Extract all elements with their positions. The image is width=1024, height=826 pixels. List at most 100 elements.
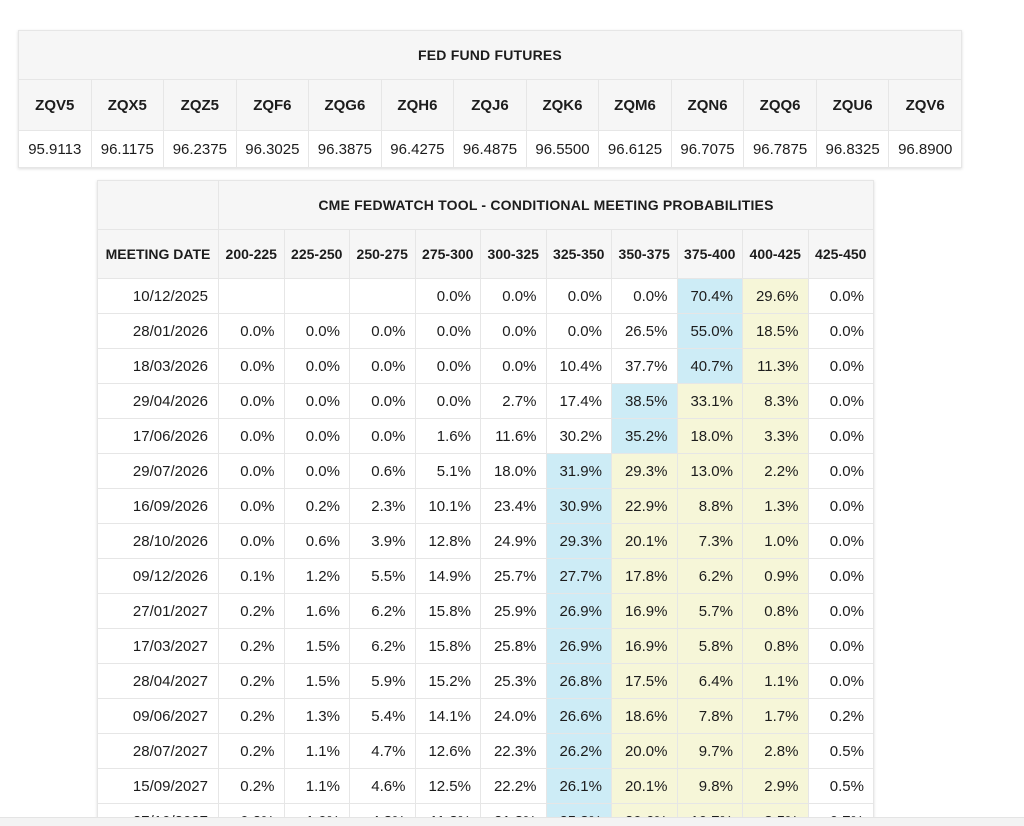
- probability-cell: 1.7%: [742, 698, 809, 734]
- fedwatch-meeting-row: 28/10/2026 0.0% 0.6% 3.9% 12.8% 24.9% 29.3% 20.…: [97, 523, 874, 559]
- probability-cell: 9.7%: [676, 733, 743, 769]
- fedwatch-meeting-row: 16/09/2026 0.0% 0.2% 2.3% 10.1% 23.4% 30.9% 22.…: [97, 488, 874, 524]
- futures-contract-header: ZQQ6: [743, 79, 817, 131]
- fedwatch-meeting-row: 09/06/2027 0.2% 1.3% 5.4% 14.1% 24.0% 26.6% 18.…: [97, 698, 874, 734]
- probability-cell: 0.0%: [545, 278, 612, 314]
- probability-cell: 0.5%: [807, 768, 874, 804]
- fedwatch-meeting-row: 18/03/2026 0.0% 0.0% 0.0% 0.0% 0.0% 10.4% 37.7%…: [97, 348, 874, 384]
- fedwatch-meeting-row: 09/12/2026 0.1% 1.2% 5.5% 14.9% 25.7% 27.7% 17.…: [97, 558, 874, 594]
- probability-cell: 5.7%: [676, 593, 743, 629]
- probability-cell: 26.5%: [611, 313, 678, 349]
- probability-cell: 0.0%: [807, 453, 874, 489]
- meeting-date-cell: 29/07/2026: [97, 453, 219, 489]
- probability-cell: 2.2%: [742, 453, 809, 489]
- futures-contract-header: ZQV6: [888, 79, 962, 131]
- probability-cell: 0.0%: [349, 348, 416, 384]
- probability-cell: 0.0%: [807, 558, 874, 594]
- probability-cell: 6.4%: [676, 663, 743, 699]
- futures-contract-header: ZQX5: [90, 79, 165, 131]
- probability-cell: 70.4%: [676, 278, 743, 314]
- fedwatch-header-row: MEETING DATE 200-225 225-250 250-275 275-30…: [97, 229, 874, 279]
- probability-cell: 0.0%: [283, 313, 350, 349]
- fedwatch-meeting-row: 28/07/2027 0.2% 1.1% 4.7% 12.6% 22.3% 26.2% 20.…: [97, 733, 874, 769]
- probability-cell: 24.9%: [480, 523, 547, 559]
- probability-cell: 1.6%: [414, 418, 481, 454]
- fedwatch-meeting-row: 10/12/2025 0.0% 0.0% 0.0% 0.0% 70.4% 29.6% 0.0%: [97, 278, 874, 314]
- meeting-date-cell: 28/10/2026: [97, 523, 219, 559]
- fedwatch-probabilities-table: CME FEDWATCH TOOL - CONDITIONAL MEETING …: [97, 180, 874, 826]
- meeting-date-cell: 16/09/2026: [97, 488, 219, 524]
- probability-cell: 7.8%: [676, 698, 743, 734]
- futures-price-cell: 96.3875: [308, 130, 382, 168]
- futures-title-row: FED FUND FUTURES: [18, 30, 962, 80]
- probability-cell: 22.2%: [480, 768, 547, 804]
- probability-cell: 12.5%: [414, 768, 481, 804]
- probability-cell: 30.2%: [545, 418, 612, 454]
- probability-cell: 0.0%: [807, 593, 874, 629]
- probability-cell: 0.6%: [283, 523, 350, 559]
- probability-cell: 22.3%: [480, 733, 547, 769]
- probability-cell: 16.9%: [611, 593, 678, 629]
- probability-cell: 18.0%: [480, 453, 547, 489]
- probability-cell: 2.7%: [480, 383, 547, 419]
- fedwatch-meeting-row: 17/06/2026 0.0% 0.0% 0.0% 1.6% 11.6% 30.2% 35.2…: [97, 418, 874, 454]
- probability-cell: 20.0%: [611, 733, 678, 769]
- fedwatch-meeting-row: 28/01/2026 0.0% 0.0% 0.0% 0.0% 0.0% 0.0% 26.5% 5…: [97, 313, 874, 349]
- probability-cell: 25.7%: [480, 558, 547, 594]
- probability-cell: 17.8%: [611, 558, 678, 594]
- fedwatch-meeting-row: 28/04/2027 0.2% 1.5% 5.9% 15.2% 25.3% 26.8% 17.…: [97, 663, 874, 699]
- futures-price-cell: 96.3025: [235, 130, 310, 168]
- probability-cell: 0.0%: [480, 278, 547, 314]
- probability-cell: 0.0%: [480, 313, 547, 349]
- futures-contract-header: ZQN6: [670, 79, 745, 131]
- probability-cell: 0.0%: [807, 488, 874, 524]
- probability-cell: 1.1%: [283, 733, 350, 769]
- probability-cell: 0.9%: [742, 558, 809, 594]
- probability-cell: 29.3%: [545, 523, 612, 559]
- futures-contract-header: ZQV5: [18, 79, 92, 131]
- probability-cell: 27.7%: [545, 558, 612, 594]
- probability-cell: 55.0%: [676, 313, 743, 349]
- rate-range-header: 200-225: [218, 229, 285, 279]
- futures-price-cell: 96.8900: [888, 130, 962, 168]
- probability-cell: 0.0%: [807, 348, 874, 384]
- probability-cell: 26.2%: [545, 733, 612, 769]
- probability-cell: 0.0%: [414, 383, 481, 419]
- rate-range-header: 225-250: [283, 229, 350, 279]
- meeting-date-cell: 09/06/2027: [97, 698, 219, 734]
- probability-cell: 26.9%: [545, 628, 612, 664]
- probability-cell: 0.0%: [414, 348, 481, 384]
- futures-contract-header: ZQU6: [815, 79, 890, 131]
- meeting-date-cell: 29/04/2026: [97, 383, 219, 419]
- probability-cell: 20.1%: [611, 523, 678, 559]
- futures-contract-header: ZQF6: [235, 79, 310, 131]
- fedwatch-meeting-row: 15/09/2027 0.2% 1.1% 4.6% 12.5% 22.2% 26.1% 20.…: [97, 768, 874, 804]
- futures-price-cell: 96.5500: [525, 130, 600, 168]
- probability-cell: 0.2%: [807, 698, 874, 734]
- fedwatch-meeting-row: 27/01/2027 0.2% 1.6% 6.2% 15.8% 25.9% 26.9% 16.…: [97, 593, 874, 629]
- probability-cell: 26.1%: [545, 768, 612, 804]
- futures-price-cell: 96.8325: [815, 130, 890, 168]
- probability-cell: 6.2%: [349, 593, 416, 629]
- probability-cell: 0.0%: [807, 383, 874, 419]
- probability-cell: 22.9%: [611, 488, 678, 524]
- fedwatch-meeting-row: 29/04/2026 0.0% 0.0% 0.0% 0.0% 2.7% 17.4% 38.5%…: [97, 383, 874, 419]
- probability-cell: 0.2%: [218, 663, 285, 699]
- rate-range-header: 425-450: [807, 229, 874, 279]
- meeting-date-cell: 18/03/2026: [97, 348, 219, 384]
- meeting-date-header: MEETING DATE: [97, 229, 219, 279]
- meeting-date-cell: 27/01/2027: [97, 593, 219, 629]
- rate-range-header: 325-350: [545, 229, 612, 279]
- probability-cell: 30.9%: [545, 488, 612, 524]
- probability-cell: 33.1%: [676, 383, 743, 419]
- meeting-date-cell: 28/04/2027: [97, 663, 219, 699]
- probability-cell: 6.2%: [676, 558, 743, 594]
- futures-values-row: 95.9113 96.1175 96.2375 96.3025 96.3875 96.42…: [18, 130, 962, 168]
- probability-cell: 0.0%: [349, 383, 416, 419]
- rate-range-header: 400-425: [742, 229, 809, 279]
- probability-cell: 1.5%: [283, 663, 350, 699]
- probability-cell: 23.4%: [480, 488, 547, 524]
- probability-cell: 0.2%: [218, 733, 285, 769]
- probability-cell: 1.2%: [283, 558, 350, 594]
- probability-cell: 1.1%: [283, 768, 350, 804]
